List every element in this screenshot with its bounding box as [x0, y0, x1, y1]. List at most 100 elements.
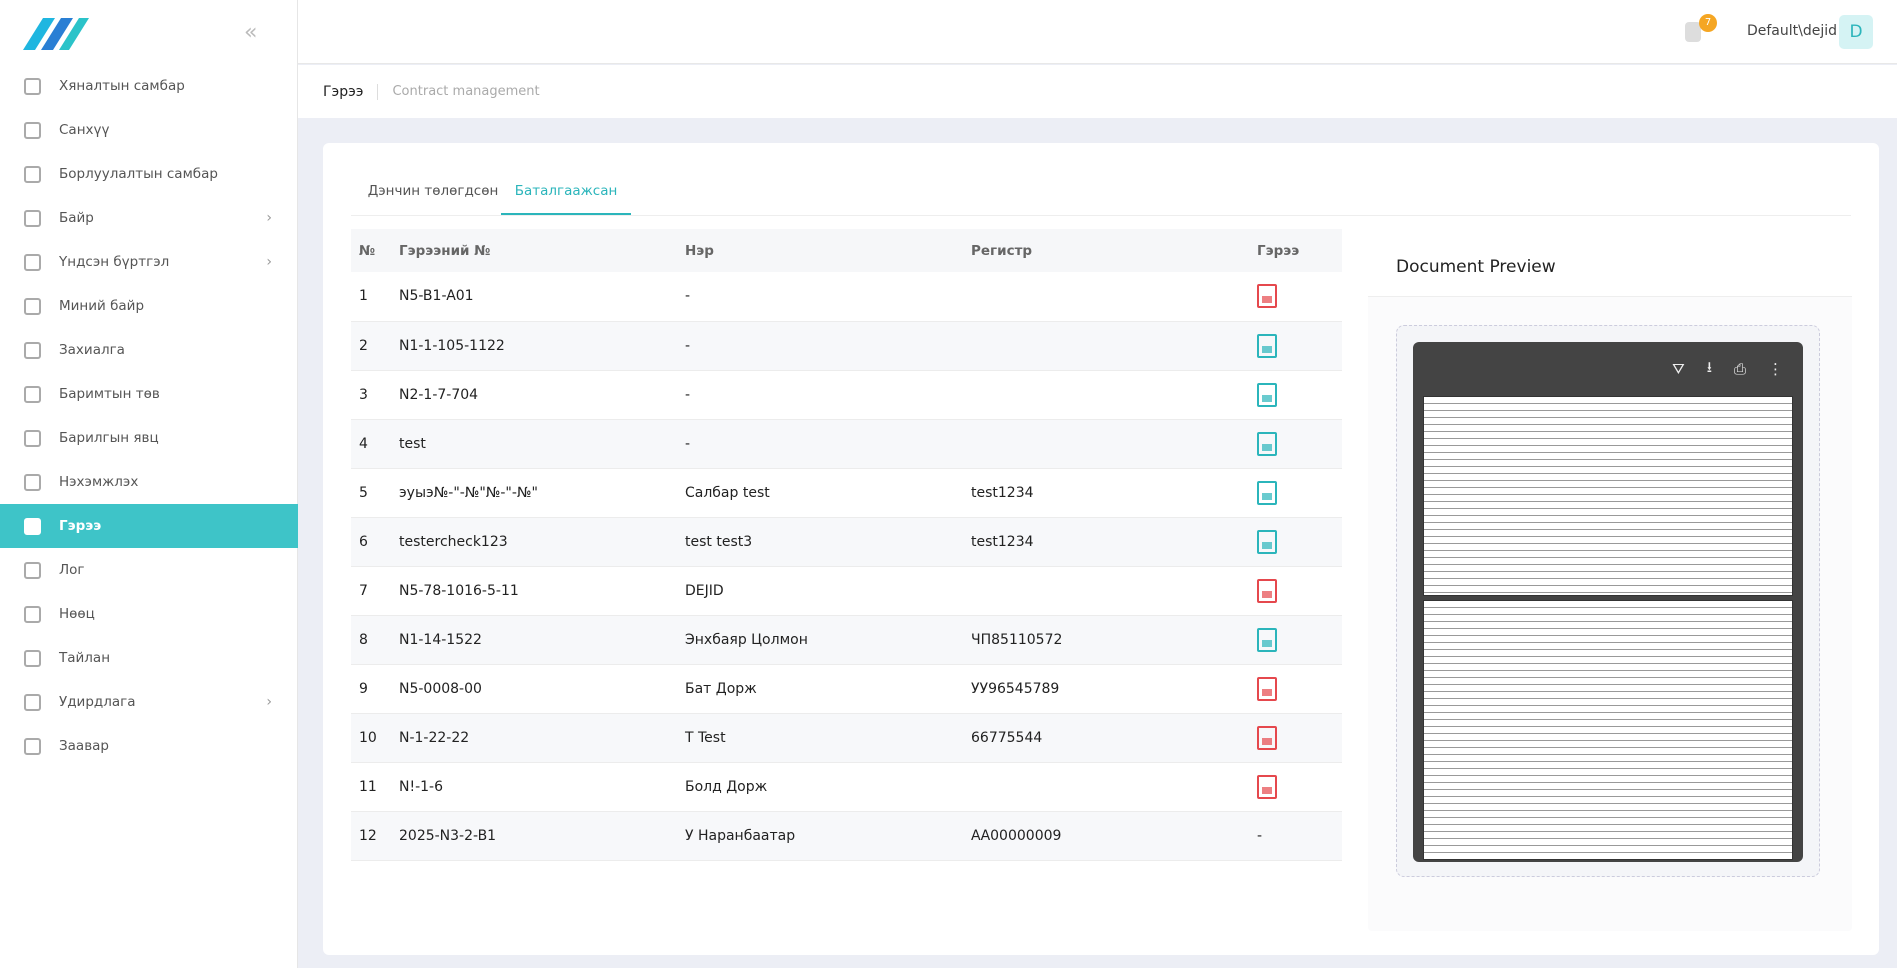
nav-item[interactable]: Тайлан [0, 636, 298, 680]
icon-glyph [1262, 541, 1272, 549]
nav-item[interactable]: Борлуулалтын самбар [0, 152, 298, 196]
file-cell [1249, 664, 1342, 714]
icon-glyph [1262, 590, 1272, 598]
cell-text: 66775544 [971, 729, 1043, 746]
contracts-table: № Гэрээний № Нэр Регистр Гэрээ 1 N5-B1-A01 - 2 N1… [351, 229, 1342, 861]
cell: N-1-22-22 [391, 713, 677, 763]
nav-item[interactable]: Нөөц [0, 592, 298, 636]
pdf-icon[interactable] [1257, 774, 1277, 799]
cell-text: Болд Дорж [685, 778, 768, 795]
cell: 6 [351, 517, 391, 567]
cell-text: 3 [359, 386, 368, 403]
nav-item[interactable]: Лог [0, 548, 298, 592]
nav-item[interactable]: Барилгын явц [0, 416, 298, 460]
image-icon[interactable] [1257, 382, 1277, 407]
cell: Энхбаяр Цолмон [677, 615, 963, 665]
cell: эуыэ№-"-№"№-"-№" [391, 468, 677, 518]
more[interactable]: ⋮ [1768, 360, 1783, 378]
nav-label: Баримтын төв [59, 386, 160, 402]
preview: Document Preview ⛛ ⭳ ⎙ ⋮ [1368, 231, 1852, 931]
tab[interactable]: Дэнчин төлөгдсөн [367, 183, 499, 199]
column-header: № [351, 229, 391, 272]
nav-item[interactable]: Үндсэн бүртгэл › [0, 240, 298, 284]
nav-item[interactable]: Санхүү [0, 108, 298, 152]
pdf-icon[interactable] [1257, 725, 1277, 750]
badge: 7 [1699, 14, 1717, 32]
viewer-toolbar: ⛛ ⭳ ⎙ ⋮ [1413, 342, 1803, 396]
cell: 11 [351, 762, 391, 812]
cell-text: 2 [359, 337, 368, 354]
avatar[interactable]: D [1839, 15, 1873, 49]
sidebar: « Хяналтын самбар Санхүү Борлуулалтын самб… [0, 0, 298, 968]
table-row: 2 N1-1-105-1122 - [351, 321, 1342, 371]
nav-icon [24, 385, 41, 403]
collapse[interactable]: « [244, 20, 258, 45]
cell-text: Бат Дорж [685, 680, 757, 697]
cell: У Наранбаатар [677, 811, 963, 861]
nav-item[interactable]: Баримтын төв [0, 372, 298, 416]
nav-item[interactable]: Миний байр [0, 284, 298, 328]
cell [963, 370, 1249, 420]
nav-item[interactable]: Заавар [0, 724, 298, 768]
cell-text: - [685, 435, 691, 452]
nav-item[interactable]: Удирдлага › [0, 680, 298, 724]
nav-item[interactable]: Хяналтын самбар [0, 64, 298, 108]
table-row: 8 N1-14-1522 Энхбаяр Цолмон ЧП85110572 [351, 615, 1342, 665]
image-icon[interactable] [1257, 431, 1277, 456]
nav-label: Гэрээ [59, 518, 102, 534]
icon-glyph [1262, 443, 1272, 451]
pdf-page [1423, 600, 1793, 860]
user[interactable]: Default\dejid [1746, 23, 1837, 39]
cell: N5-B1-A01 [391, 272, 677, 322]
chevron: › [266, 254, 272, 270]
pdf-icon[interactable] [1257, 676, 1277, 701]
nav-item[interactable]: Захиалга [0, 328, 298, 372]
pdf-icon[interactable] [1257, 578, 1277, 603]
nav-label: Хяналтын самбар [59, 78, 185, 94]
cell-text: АА00000009 [971, 827, 1062, 844]
cell-text: 1 [359, 288, 368, 305]
cell-text: - [685, 337, 691, 354]
nav-icon [24, 297, 41, 315]
table-row: 1 N5-B1-A01 - [351, 272, 1342, 322]
icon-glyph [1262, 688, 1272, 696]
image-icon[interactable] [1257, 480, 1277, 505]
cell: testercheck123 [391, 517, 677, 567]
image-icon[interactable] [1257, 529, 1277, 554]
image-icon[interactable] [1257, 333, 1277, 358]
cell-text: N1-14-1522 [399, 631, 482, 648]
cell [963, 566, 1249, 616]
table-row: 9 N5-0008-00 Бат Дорж УУ96545789 [351, 664, 1342, 714]
cell: 3 [351, 370, 391, 420]
nav-item[interactable]: Нэхэмжлэх [0, 460, 298, 504]
cell: test1234 [963, 517, 1249, 567]
bell[interactable] [1685, 22, 1701, 42]
nav-icon [24, 605, 41, 623]
download[interactable]: ⭳ [1706, 357, 1712, 376]
card: № Гэрээний № Нэр Регистр Гэрээ 1 N5-B1-A01 - 2 N1… [323, 143, 1879, 955]
file-cell [1249, 370, 1342, 420]
cell: N5-78-1016-5-11 [391, 566, 677, 616]
print[interactable]: ⎙ [1733, 360, 1746, 378]
nav-label: Борлуулалтын самбар [59, 166, 218, 182]
nav-item[interactable]: Гэрээ [0, 504, 298, 548]
file-cell [1249, 468, 1342, 518]
logo [23, 18, 89, 50]
nav-label: Нэхэмжлэх [59, 474, 139, 490]
cell-text: УУ96545789 [971, 680, 1060, 697]
preview-title: Document Preview [1368, 231, 1852, 297]
nav-label: Миний байр [59, 298, 145, 314]
file-cell [1249, 419, 1342, 469]
image-icon[interactable] [1257, 627, 1277, 652]
drive[interactable]: ⛛ [1672, 360, 1685, 378]
tab[interactable]: Баталгаажсан [501, 183, 631, 215]
pdf-icon[interactable] [1257, 284, 1277, 309]
icon-glyph [1262, 737, 1272, 745]
cell: N2-1-7-704 [391, 370, 677, 420]
cell: N1-1-105-1122 [391, 321, 677, 371]
nav-item[interactable]: Байр › [0, 196, 298, 240]
cell-text: 9 [359, 680, 368, 697]
nav-icon [24, 429, 41, 447]
nav-label: Байр [59, 210, 94, 226]
